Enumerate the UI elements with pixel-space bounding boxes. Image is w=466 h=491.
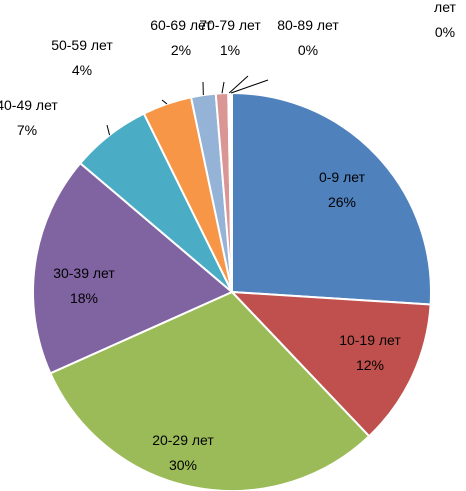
pie-slice-0-9 xyxy=(231,91,433,306)
pie-slice-30-39 xyxy=(32,161,234,375)
leader-line-70-79 xyxy=(221,81,225,94)
slice-value-label-80-89: 0% xyxy=(298,42,318,58)
slice-category-label-70-79: 70-79 лет xyxy=(199,17,261,33)
slice-value-label-20-29: 30% xyxy=(169,457,197,473)
slice-value-label-0-9: 26% xyxy=(328,194,356,210)
pie-slice-20-29 xyxy=(49,290,371,491)
slice-category-label-40-49: 40-49 лет xyxy=(0,97,58,113)
slice-category-label-other: лет xyxy=(434,0,456,15)
slice-category-label-20-29: 20-29 лет xyxy=(152,432,214,448)
leader-line-other xyxy=(230,79,269,94)
slice-value-label-70-79: 1% xyxy=(220,42,240,58)
slice-category-label-0-9: 0-9 лет xyxy=(319,169,366,185)
slice-category-label-30-39: 30-39 лет xyxy=(53,265,115,281)
slice-value-label-60-69: 2% xyxy=(171,42,191,58)
slice-category-label-80-89: 80-89 лет xyxy=(277,17,339,33)
slice-value-label-50-59: 4% xyxy=(72,62,92,78)
slice-category-label-50-59: 50-59 лет xyxy=(51,37,113,53)
slice-category-label-60-69: 60-69 лет xyxy=(150,17,212,33)
slice-value-label-40-49: 7% xyxy=(17,122,37,138)
slice-value-label-30-39: 18% xyxy=(70,290,98,306)
leader-line-40-49 xyxy=(106,124,111,136)
slice-value-label-other: 0% xyxy=(435,24,455,40)
pie-slice-10-19 xyxy=(229,290,432,438)
slice-value-label-10-19: 12% xyxy=(356,357,384,373)
slice-category-label-10-19: 10-19 лет xyxy=(339,332,401,348)
leader-line-80-89 xyxy=(228,75,249,94)
leader-line-50-59 xyxy=(161,99,168,105)
